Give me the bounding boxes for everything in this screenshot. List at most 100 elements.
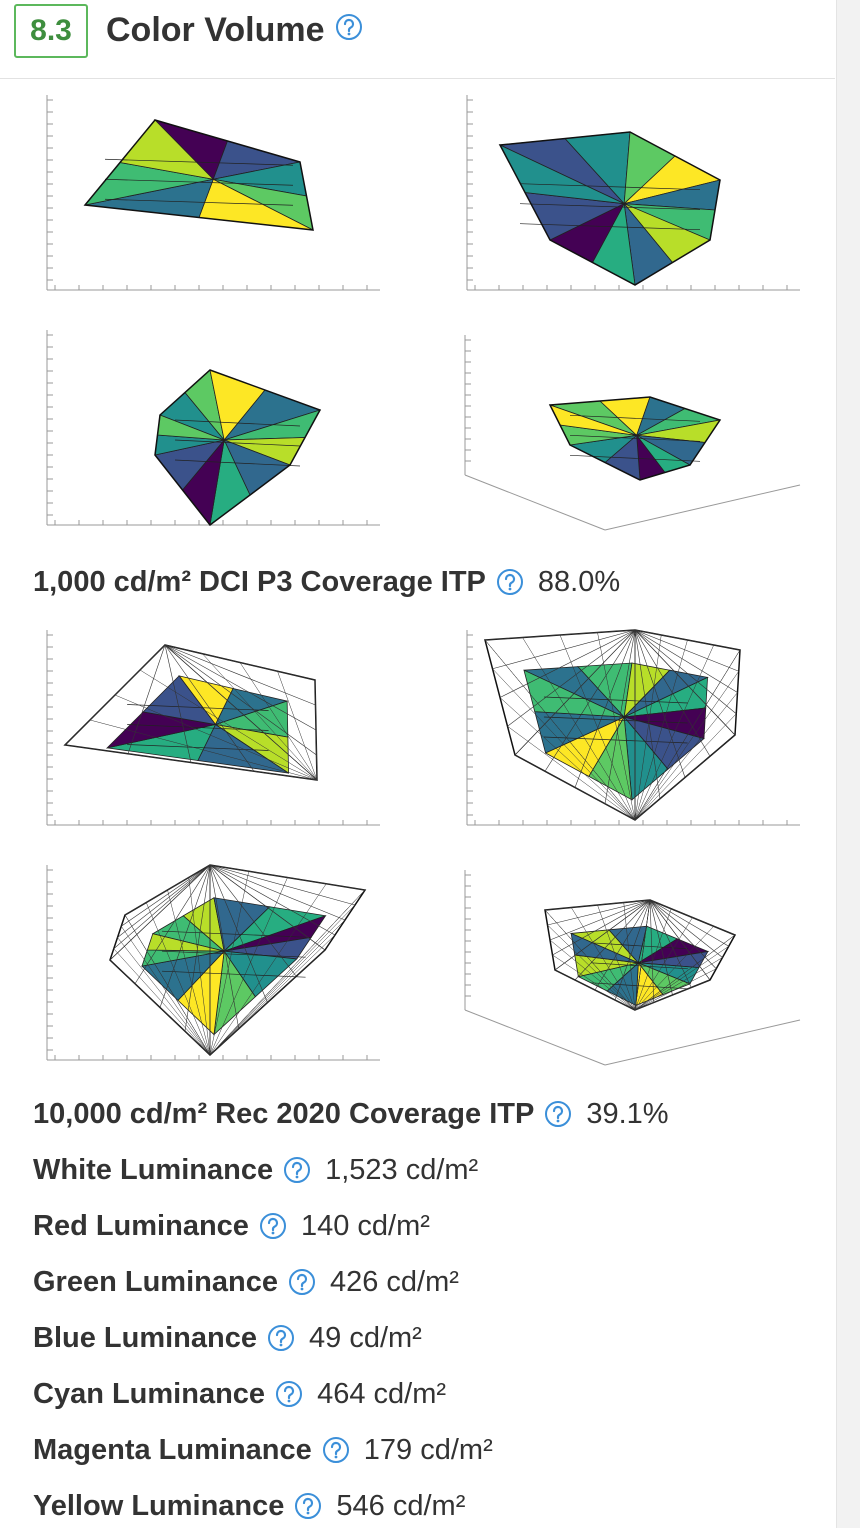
help-icon[interactable] (294, 1492, 322, 1520)
wireframe (634, 629, 736, 736)
facet-edge (591, 962, 688, 970)
help-mark (553, 1105, 564, 1120)
facet-edge (591, 942, 688, 950)
facet-edge (174, 459, 301, 467)
wireframe (209, 864, 240, 1029)
wireframe (649, 899, 729, 947)
facet-edge (104, 198, 294, 206)
help-icon[interactable] (288, 1268, 316, 1296)
wireframe (492, 668, 636, 821)
wireframe (484, 629, 636, 641)
help-icon[interactable] (335, 13, 363, 41)
wireframe (571, 907, 636, 1011)
wireframe (109, 959, 211, 1056)
measurement-row: 10,000 cd/m² Rec 2020 Coverage ITP 39.1% (33, 1094, 669, 1134)
gamut-outline (498, 131, 721, 286)
help-mark (283, 1385, 295, 1400)
facet-edge (519, 203, 701, 211)
wireframe (209, 934, 336, 1056)
wireframe (634, 629, 686, 778)
help-icon[interactable] (544, 1100, 572, 1128)
wireframe (634, 934, 736, 1011)
help-icon[interactable] (283, 1156, 311, 1184)
wireframe (127, 644, 166, 754)
wireframe (113, 948, 211, 1056)
volume-facet (142, 675, 217, 726)
wireframe (209, 919, 346, 1056)
help-mark (296, 1273, 308, 1288)
wireframe (634, 629, 741, 651)
wireframe (209, 864, 366, 891)
measurement-row: White Luminance 1,523 cd/m² (33, 1150, 478, 1190)
wireframe (164, 644, 316, 681)
wireframe (277, 671, 318, 781)
axis (604, 484, 801, 531)
wireframe (634, 629, 737, 714)
wireframe (554, 969, 636, 1011)
wireframe (594, 899, 651, 991)
help-circle (322, 1437, 349, 1463)
facet-edge (161, 950, 306, 958)
wireframe (484, 639, 636, 821)
wireframe (514, 629, 636, 756)
help-icon[interactable] (259, 1212, 287, 1240)
wireframe (634, 629, 739, 672)
wireframe (121, 864, 211, 927)
wireframe (159, 864, 211, 1008)
measurement-label: Magenta Luminance (33, 1433, 312, 1466)
help-circle (335, 13, 362, 40)
facet-edge (519, 183, 701, 191)
gamut-outline (548, 396, 722, 481)
volume-facet (146, 933, 225, 952)
facet-edge (519, 223, 701, 231)
help-mark (343, 18, 354, 32)
wireframe (649, 899, 723, 958)
help-dot (295, 1175, 299, 1179)
wireframe (544, 909, 636, 1011)
wireframe (522, 637, 636, 821)
wireframe (634, 798, 661, 821)
measurement-value: 88.0% (537, 565, 621, 598)
wireframe (597, 904, 636, 1011)
measurement-value: 39.1% (586, 1097, 669, 1130)
wireframe (139, 669, 318, 781)
help-icon[interactable] (275, 1380, 303, 1408)
wireframe (554, 899, 651, 971)
help-icon[interactable] (496, 568, 524, 596)
help-circle (259, 1213, 286, 1239)
scrollbar-area (836, 0, 860, 1528)
wireframe (507, 726, 636, 821)
wireframe (121, 926, 211, 1056)
section-title: Color Volume (106, 8, 363, 52)
measurement-value: 179 cd/m² (363, 1433, 493, 1466)
wireframe (209, 864, 356, 906)
measurement-row: Cyan Luminance 464 cd/m² (33, 1374, 446, 1414)
color-volume-plot (46, 630, 380, 826)
help-circle (295, 1493, 322, 1519)
wireframe (114, 694, 318, 781)
gamut-outline (154, 369, 322, 527)
wireframe (164, 644, 317, 731)
help-icon[interactable] (322, 1436, 350, 1464)
score-badge: 8.3 (14, 4, 88, 58)
wireframe (139, 644, 166, 671)
axis (604, 1019, 801, 1066)
gamut-outline (83, 119, 314, 231)
wireframe (188, 877, 211, 1056)
help-dot (300, 1287, 304, 1291)
wireframe (209, 883, 327, 1056)
wireframe (164, 644, 318, 781)
wireframe (209, 864, 326, 951)
help-dot (508, 587, 512, 591)
wireframe (124, 864, 211, 916)
wireframe (634, 629, 738, 693)
help-mark (504, 573, 515, 588)
help-circle (288, 1269, 315, 1295)
help-dot (334, 1455, 338, 1459)
help-icon[interactable] (267, 1324, 295, 1352)
measurement-value: 546 cd/m² (336, 1489, 466, 1522)
facet-edge (161, 930, 306, 938)
facet-edge (543, 696, 688, 704)
wireframe (574, 629, 636, 788)
